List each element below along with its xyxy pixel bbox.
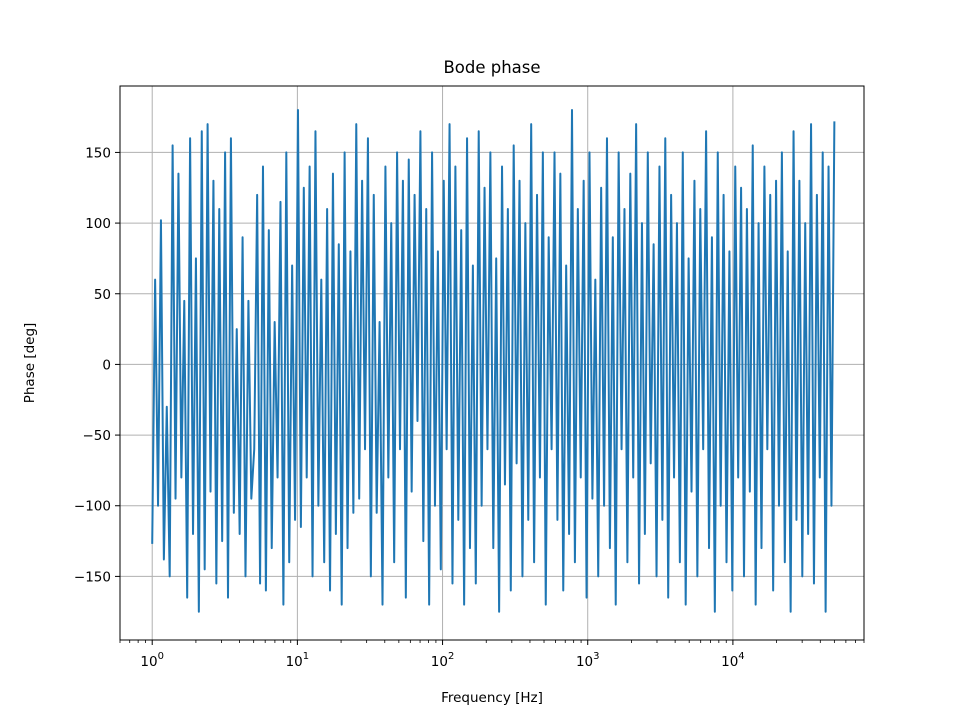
plot-frame bbox=[119, 85, 865, 641]
y-axis-ticks: −150 −100 −50 0 50 100 150 bbox=[74, 145, 120, 585]
x-tick-label: 101 bbox=[286, 651, 310, 670]
y-axis-label: Phase [deg] bbox=[22, 323, 38, 404]
chart-title: Bode phase bbox=[443, 58, 540, 77]
y-tick-label: −100 bbox=[74, 499, 111, 515]
x-axis-ticks: 100 101 102 103 104 bbox=[119, 640, 865, 670]
x-axis-label: Frequency [Hz] bbox=[441, 690, 543, 706]
y-tick-label: 50 bbox=[94, 287, 111, 303]
x-tick-label: 104 bbox=[721, 651, 745, 670]
phase-series-line bbox=[151, 109, 836, 613]
x-tick-label: 100 bbox=[140, 651, 164, 670]
y-tick-label: 0 bbox=[102, 357, 111, 373]
x-tick-label: 102 bbox=[431, 651, 455, 670]
x-tick-label: 103 bbox=[576, 651, 600, 670]
y-tick-label: 150 bbox=[85, 145, 111, 161]
y-tick-label: 100 bbox=[85, 216, 111, 232]
y-tick-label: −50 bbox=[83, 428, 112, 444]
y-tick-label: −150 bbox=[74, 569, 111, 585]
